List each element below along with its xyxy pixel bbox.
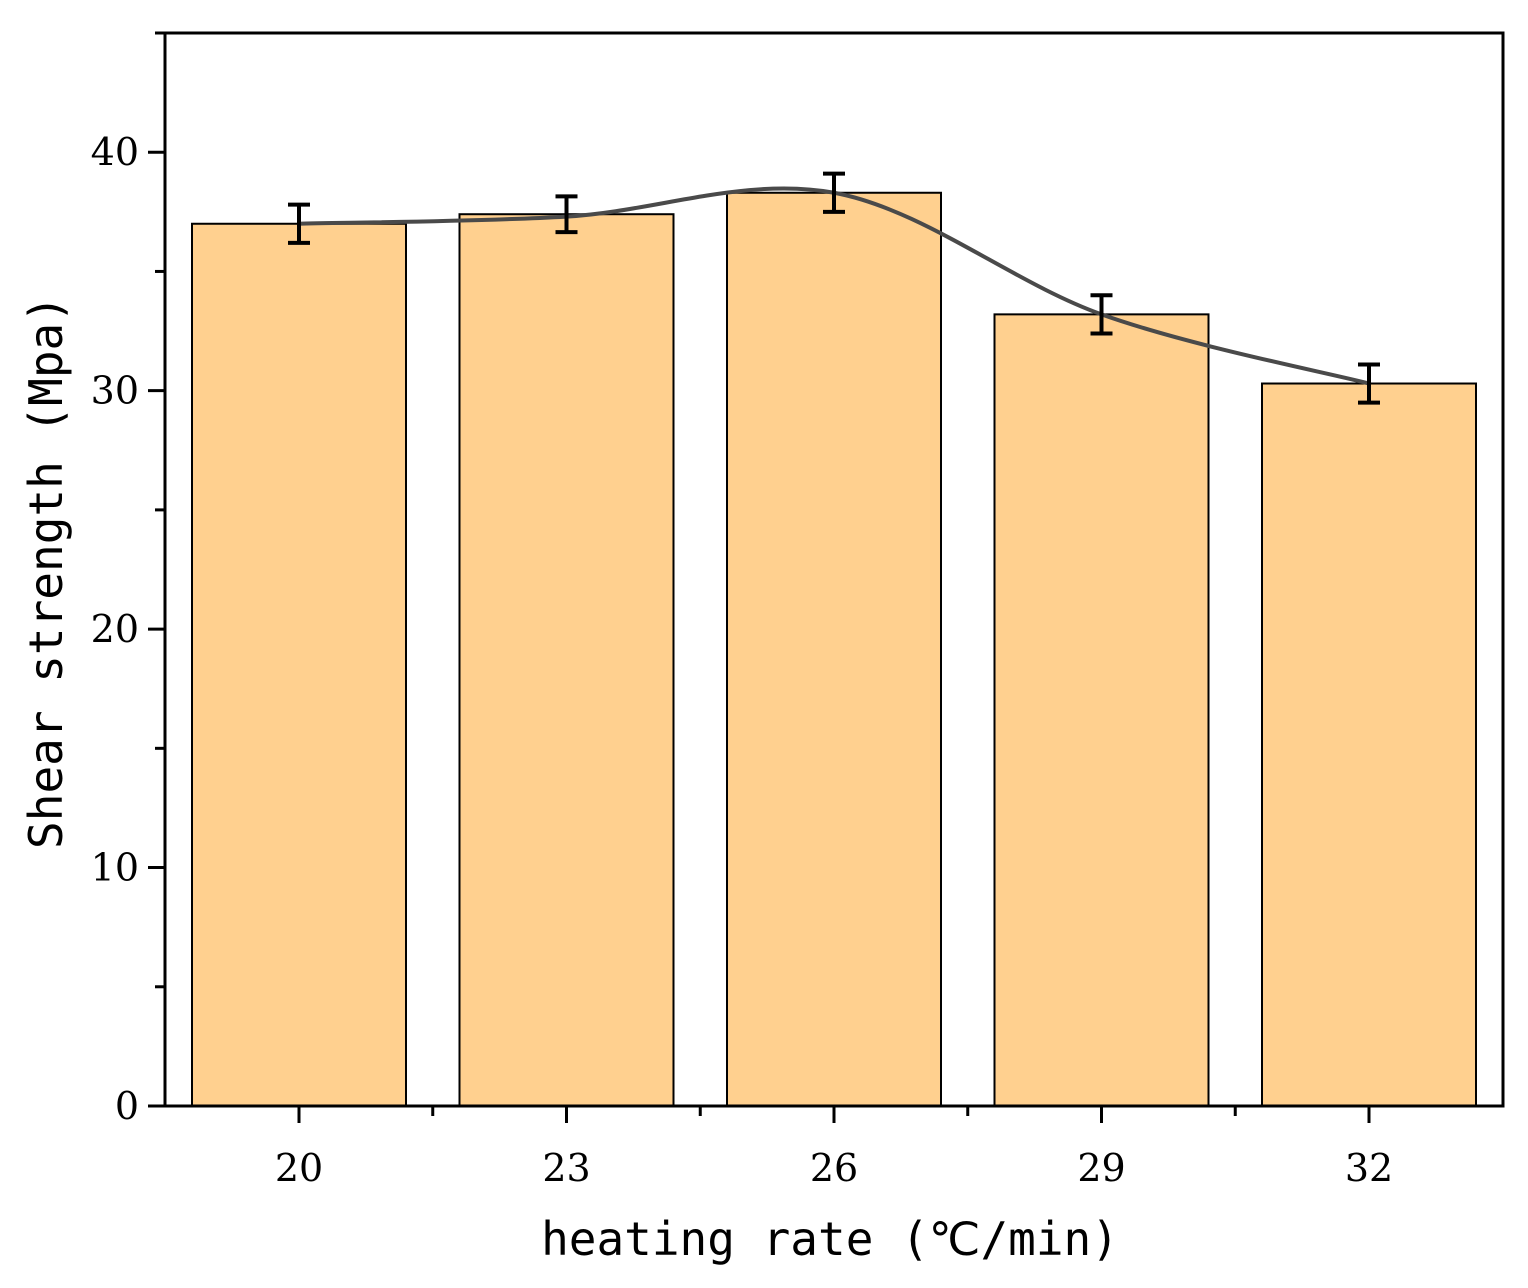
error-bars-group: [288, 171, 1380, 405]
y-tick-label-40: 40: [91, 130, 139, 174]
y-axis: 0 10 20 30 40: [91, 31, 165, 1128]
error-bar-26: [823, 171, 845, 214]
x-axis-title: heating rate (℃/min): [541, 1212, 1119, 1266]
bar-20: [191, 222, 407, 1107]
error-bar-23: [555, 194, 578, 235]
x-tick-label-29: 29: [1077, 1146, 1125, 1190]
y-tick-label-0: 0: [115, 1084, 139, 1128]
bar-26: [726, 191, 942, 1108]
error-bar-29: [1090, 293, 1113, 336]
bars-group: [191, 191, 1477, 1108]
y-axis-title: Shear strength (Mpa): [19, 295, 73, 849]
x-tick-label-20: 20: [275, 1146, 323, 1190]
error-bar-20: [288, 202, 310, 245]
x-tick-label-26: 26: [810, 1146, 858, 1190]
x-tick-label-23: 23: [542, 1146, 590, 1190]
bar-32: [1261, 382, 1477, 1108]
x-tick-label-32: 32: [1345, 1146, 1393, 1190]
y-tick-label-10: 10: [91, 846, 139, 890]
bar-23: [458, 213, 675, 1107]
error-bar-32: [1358, 362, 1380, 405]
y-tick-label-30: 30: [91, 369, 139, 413]
bar-29: [993, 313, 1210, 1107]
y-tick-label-20: 20: [91, 607, 139, 651]
x-axis: 20 23 26 29 32: [275, 1106, 1393, 1190]
